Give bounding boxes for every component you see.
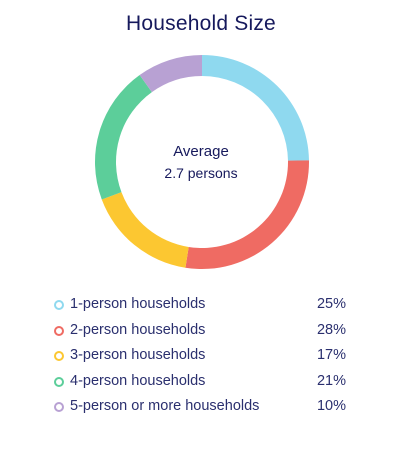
legend-value: 25% <box>316 296 346 312</box>
donut-slice-2 <box>185 160 309 270</box>
legend-swatch-ring-icon <box>54 325 64 336</box>
donut-slice-4 <box>94 75 152 200</box>
legend-label: 4-person households <box>70 372 206 389</box>
legend-swatch-ring-icon <box>54 300 64 310</box>
donut-chart <box>94 55 309 270</box>
donut-slice-1 <box>202 55 309 161</box>
legend-value: 28% <box>316 321 346 338</box>
legend-label: 1-person households <box>70 296 206 312</box>
legend-item: 1-person households 25% <box>52 295 352 321</box>
legend-label: 3-person households <box>70 347 206 363</box>
legend-value: 21% <box>316 372 346 389</box>
legend-swatch-ring-icon <box>54 351 64 361</box>
chart-title: Household Size <box>126 12 276 35</box>
legend-item: 3-person households 17% <box>52 346 352 372</box>
legend-item: 4-person households 21% <box>52 372 352 398</box>
legend-item: 5-person or more households 10% <box>52 397 352 423</box>
center-label: Average <box>173 143 229 160</box>
legend-item: 2-person households 28% <box>52 321 352 347</box>
donut-slice-3 <box>101 192 189 268</box>
legend-swatch-ring-icon <box>54 402 64 412</box>
center-value: 2.7 persons <box>164 165 238 181</box>
legend-label: 5-person or more households <box>70 398 260 414</box>
legend-swatch-ring-icon <box>54 376 64 387</box>
legend-value: 10% <box>316 398 346 414</box>
legend-value: 17% <box>316 347 346 363</box>
legend: 1-person households 25% 2-person household… <box>52 295 352 423</box>
legend-label: 2-person households <box>70 321 206 338</box>
donut-slice-5 <box>139 55 202 93</box>
